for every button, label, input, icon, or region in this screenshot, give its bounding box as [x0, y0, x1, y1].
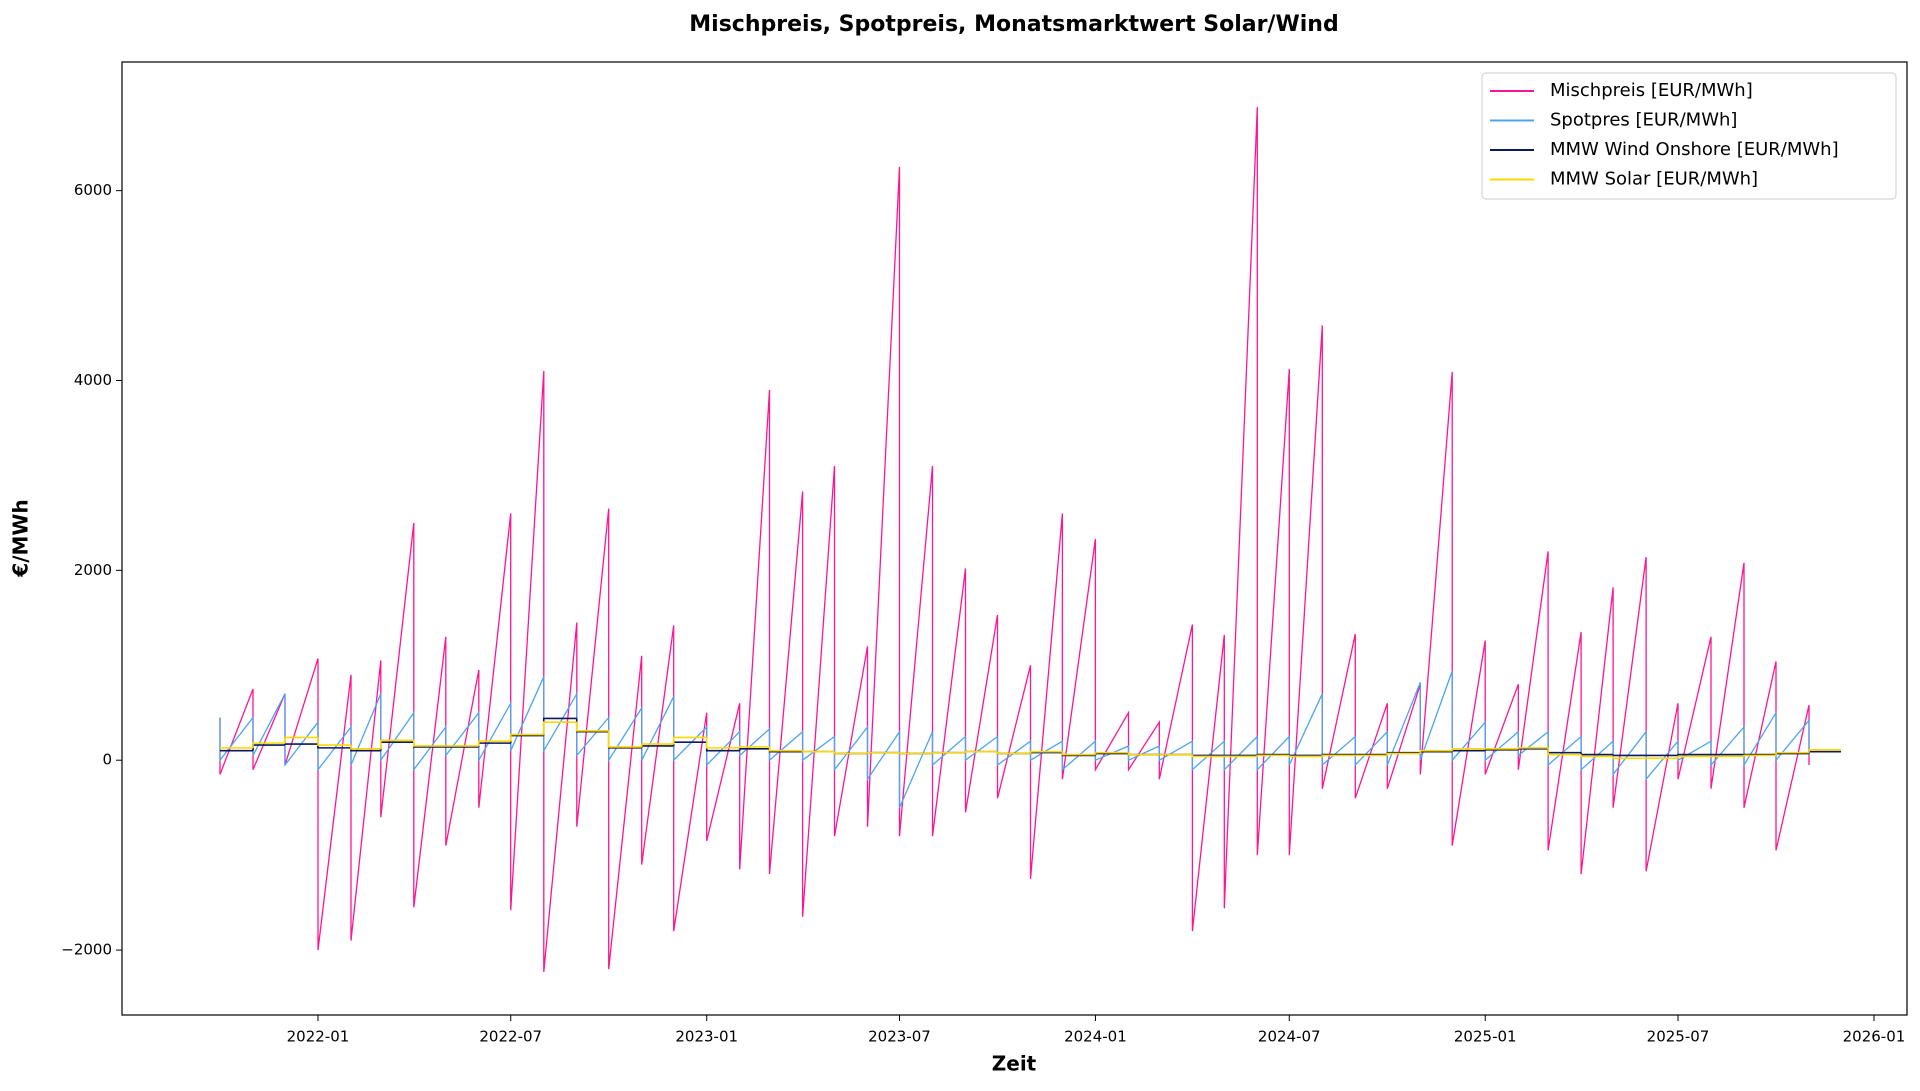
x-tick-label: 2025-01: [1454, 1028, 1517, 1046]
step-segment: [833, 751, 868, 755]
step-segment: [575, 722, 609, 732]
x-tick-label: 2022-01: [287, 1028, 350, 1046]
x-tick-label: 2023-01: [675, 1028, 738, 1046]
step-segment: [1419, 750, 1453, 753]
step-segment: [1061, 751, 1096, 756]
step-segment: [1580, 752, 1614, 756]
step-segment: [413, 740, 446, 747]
step-segment: [768, 746, 803, 752]
step-segment: [1094, 751, 1129, 755]
step-segment: [542, 717, 577, 736]
step-segment: [964, 750, 998, 753]
legend-label: Spotpres [EUR/MWh]: [1550, 110, 1737, 131]
step-segment: [738, 748, 770, 751]
series-line: [219, 107, 1810, 972]
step-segment: [738, 746, 770, 748]
step-segment: [1580, 754, 1614, 758]
step-segment: [996, 751, 1031, 755]
x-tick-label: 2023-07: [868, 1028, 931, 1046]
step-segment: [477, 742, 511, 747]
step-segment: [1451, 749, 1486, 752]
step-segment: [284, 743, 318, 746]
step-segment: [1517, 748, 1549, 750]
step-segment: [898, 752, 933, 755]
plot-area: [219, 107, 1841, 972]
step-segment: [1256, 754, 1290, 757]
step-segment: [1517, 747, 1549, 749]
y-tick-label: 4000: [74, 371, 112, 389]
step-segment: [1612, 754, 1647, 757]
step-segment: [575, 718, 609, 733]
y-axis-label: €/MWh: [9, 499, 33, 577]
step-segment: [672, 736, 707, 745]
step-segment: [252, 742, 285, 748]
step-segment: [1191, 754, 1225, 758]
x-tick-label: 2026-01: [1843, 1028, 1906, 1046]
series-line: [219, 670, 1810, 808]
legend-label: MMW Wind Onshore [EUR/MWh]: [1550, 139, 1839, 160]
step-segment: [607, 730, 642, 748]
x-tick-label: 2024-01: [1064, 1028, 1127, 1046]
step-segment: [380, 741, 414, 751]
step-segment: [1808, 750, 1841, 754]
y-tick-label: −2000: [61, 941, 112, 959]
step-segment: [1288, 755, 1323, 758]
step-segment: [866, 751, 900, 754]
x-axis-label: Zeit: [992, 1052, 1037, 1076]
step-segment: [1029, 750, 1063, 754]
chart-title: Mischpreis, Spotpreis, Monatsmarktwert S…: [689, 12, 1338, 37]
step-segment: [1808, 748, 1841, 753]
legend-box: [1481, 72, 1897, 200]
step-segment: [640, 743, 674, 747]
step-segment: [380, 739, 414, 749]
step-segment: [1677, 755, 1712, 759]
step-segment: [1386, 752, 1421, 756]
step-segment: [477, 740, 511, 746]
step-segment: [801, 750, 835, 753]
y-tick-label: 2000: [74, 561, 112, 579]
step-segment: [284, 736, 318, 744]
step-segment: [931, 751, 966, 754]
step-segment: [1743, 754, 1776, 757]
step-segment: [1029, 751, 1063, 754]
step-segment: [1484, 748, 1519, 751]
step-segment: [705, 742, 740, 752]
step-segment: [1419, 749, 1453, 754]
plot-frame: [121, 61, 1908, 1016]
legend-label: Mischpreis [EUR/MWh]: [1550, 80, 1753, 101]
step-segment: [1612, 756, 1647, 760]
x-tick-label: 2022-07: [479, 1028, 542, 1046]
x-tick-label: 2024-07: [1258, 1028, 1321, 1046]
step-segment: [1321, 754, 1356, 757]
step-segment: [705, 737, 740, 749]
step-segment: [350, 745, 381, 750]
step-segment: [1677, 753, 1712, 756]
step-segment: [1127, 752, 1160, 756]
step-segment: [542, 721, 577, 735]
legend-label: MMW Solar [EUR/MWh]: [1550, 169, 1758, 190]
step-segment: [1547, 747, 1582, 756]
step-segment: [317, 737, 351, 746]
step-segment: [1094, 752, 1129, 756]
x-tick-label: 2025-07: [1647, 1028, 1710, 1046]
step-segment: [509, 733, 544, 742]
step-segment: [1451, 748, 1486, 751]
y-tick-label: 0: [102, 751, 112, 769]
step-segment: [1775, 751, 1810, 756]
y-tick-label: 6000: [74, 181, 112, 199]
